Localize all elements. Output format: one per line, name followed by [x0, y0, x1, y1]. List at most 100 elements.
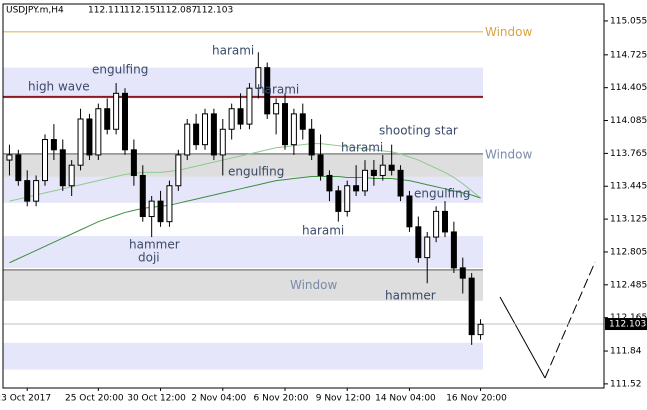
candle-body: [273, 103, 280, 115]
candle-body: [139, 174, 146, 218]
quote-open: 112.111: [88, 6, 125, 16]
symbol-title: USDJPY.m,H4: [6, 6, 64, 16]
x-tick-label: 6 Nov 20:00: [254, 394, 309, 404]
candle-body: [175, 154, 182, 187]
y-tick-label: 112.485: [610, 280, 647, 290]
projection-up: [544, 261, 596, 379]
y-tick-label: 114.725: [610, 50, 647, 60]
candle-body: [113, 92, 120, 130]
candle-body: [130, 149, 137, 176]
candle-body: [246, 87, 253, 125]
candle-body: [237, 108, 244, 125]
zone-label: Window: [290, 278, 338, 292]
candle-body: [335, 190, 342, 212]
y-tick-label: 113.445: [610, 182, 647, 192]
candle-body: [184, 123, 191, 156]
candle-body: [104, 108, 111, 130]
candle-body: [317, 154, 324, 176]
candle-body: [86, 118, 93, 156]
candle-body: [210, 113, 217, 156]
pattern-label: shooting star: [379, 124, 458, 138]
x-tick-label: 30 Oct 12:00: [127, 394, 186, 404]
quote-close: 112.103: [196, 6, 233, 16]
candle-body: [15, 154, 22, 182]
pattern-label: hammer: [385, 289, 436, 303]
candle-body: [344, 185, 351, 212]
pattern-label: hammer: [129, 238, 180, 252]
candle-body: [477, 323, 484, 336]
x-tick-label: 23 Oct 2017: [0, 394, 51, 404]
candle-body: [442, 210, 448, 233]
level-label: Window: [485, 147, 533, 161]
candle-body: [6, 154, 13, 161]
y-tick-label: 113.125: [610, 215, 647, 225]
pattern-label: harami: [302, 224, 344, 238]
candle-body: [264, 67, 271, 115]
candle-body: [24, 180, 31, 202]
pattern-label: engulfing: [228, 165, 284, 179]
y-tick-label: 114.405: [610, 83, 647, 93]
pattern-label: harami: [212, 44, 254, 58]
candle-body: [362, 169, 368, 192]
candle-body: [219, 128, 226, 156]
quote-high: 112.151: [124, 6, 161, 16]
candle-body: [42, 139, 48, 182]
candle-body: [157, 200, 164, 223]
pattern-label: harami: [257, 83, 299, 97]
level-label: Window: [485, 25, 533, 39]
candle-body: [299, 113, 306, 130]
candle-body: [95, 108, 102, 156]
candle-body: [33, 180, 40, 202]
candle-body: [228, 108, 235, 130]
y-tick-label: 113.765: [610, 149, 647, 159]
y-tick-label: 115.055: [610, 16, 647, 26]
x-tick-label: 14 Nov 04:00: [375, 394, 436, 404]
candle-body: [397, 169, 404, 197]
candle-body: [424, 236, 431, 259]
candle-body: [68, 164, 75, 187]
candle-body: [77, 118, 84, 166]
candle-body: [290, 113, 297, 146]
zone: [3, 269, 483, 301]
pattern-label: high wave: [28, 80, 90, 94]
candle-body: [50, 139, 57, 151]
x-tick-label: 25 Oct 20:00: [65, 394, 124, 404]
candle-body: [388, 164, 395, 171]
candle-body: [282, 103, 288, 146]
candle-body: [166, 185, 173, 223]
candle-body: [406, 195, 413, 228]
x-tick-label: 2 Nov 04:00: [191, 394, 246, 404]
pattern-label: engulfing: [92, 63, 148, 77]
last-price-label: 112.103: [609, 320, 646, 330]
candle-body: [148, 200, 155, 218]
y-tick-label: 111.84: [610, 347, 642, 357]
candle-body: [255, 67, 262, 89]
candle-body: [450, 231, 457, 269]
pattern-label: doji: [138, 251, 160, 265]
candle-body: [122, 92, 128, 151]
candle-body: [353, 185, 360, 192]
x-tick-label: 9 Nov 12:00: [316, 394, 371, 404]
projection-down: [499, 296, 546, 379]
candle-body: [459, 267, 466, 279]
zone: [3, 342, 483, 370]
candle-body: [379, 164, 386, 176]
quote-low: 112.087: [160, 6, 197, 16]
pattern-label: engulfing: [414, 187, 470, 201]
candle-body: [415, 226, 422, 259]
zone: [3, 236, 483, 268]
candle-body: [433, 210, 440, 238]
candle-body: [326, 174, 333, 192]
y-tick-label: 112.805: [610, 247, 647, 257]
y-tick-label: 111.52: [610, 379, 642, 389]
plot-frame: [2, 3, 605, 389]
candle-body: [193, 123, 200, 146]
candle-body: [468, 277, 475, 336]
candle-body: [202, 113, 208, 146]
candle-body: [308, 128, 315, 156]
moving-average: [9, 143, 481, 202]
x-tick-label: 16 Nov 20:00: [446, 394, 507, 404]
candle-body: [59, 149, 66, 187]
candle-body: [370, 169, 377, 176]
